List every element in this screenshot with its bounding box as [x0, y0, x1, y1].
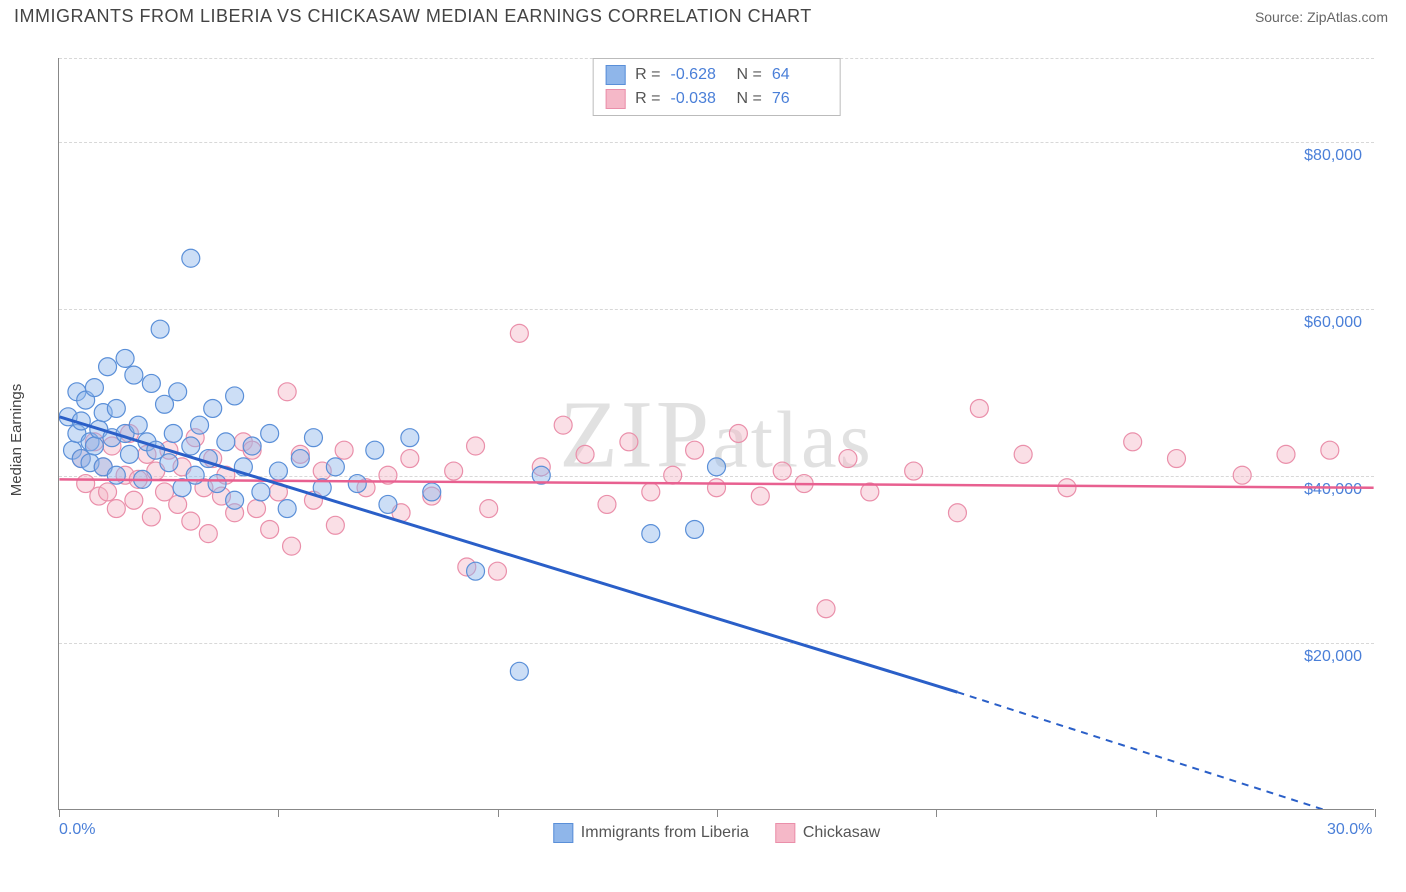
r-value: -0.628: [671, 63, 727, 87]
plot-area: ZIPatlas R = -0.628 N = 64 R = -0.038 N …: [58, 58, 1374, 810]
legend-item-liberia: Immigrants from Liberia: [553, 823, 749, 843]
chart-header: IMMIGRANTS FROM LIBERIA VS CHICKASAW MED…: [0, 0, 1406, 33]
correlation-legend: R = -0.628 N = 64 R = -0.038 N = 76: [592, 58, 841, 116]
scatter-plot: [59, 58, 1374, 809]
series-name: Immigrants from Liberia: [581, 824, 749, 842]
y-axis-label: Median Earnings: [8, 384, 25, 497]
x-tick-label: 30.0%: [1327, 821, 1372, 839]
swatch-icon: [605, 89, 625, 109]
swatch-icon: [553, 823, 573, 843]
legend-item-chickasaw: Chickasaw: [775, 823, 880, 843]
chart-title: IMMIGRANTS FROM LIBERIA VS CHICKASAW MED…: [14, 6, 812, 27]
n-value: 64: [772, 63, 828, 87]
n-value: 76: [772, 87, 828, 111]
r-value: -0.038: [671, 87, 727, 111]
swatch-icon: [775, 823, 795, 843]
legend-row-chickasaw: R = -0.038 N = 76: [605, 87, 828, 111]
series-name: Chickasaw: [803, 824, 880, 842]
series-legend: Immigrants from Liberia Chickasaw: [553, 823, 880, 843]
chart-container: Median Earnings ZIPatlas R = -0.628 N = …: [14, 40, 1392, 850]
source-attribution: Source: ZipAtlas.com: [1255, 9, 1388, 25]
swatch-icon: [605, 65, 625, 85]
x-tick-label: 0.0%: [59, 821, 95, 839]
legend-row-liberia: R = -0.628 N = 64: [605, 63, 828, 87]
